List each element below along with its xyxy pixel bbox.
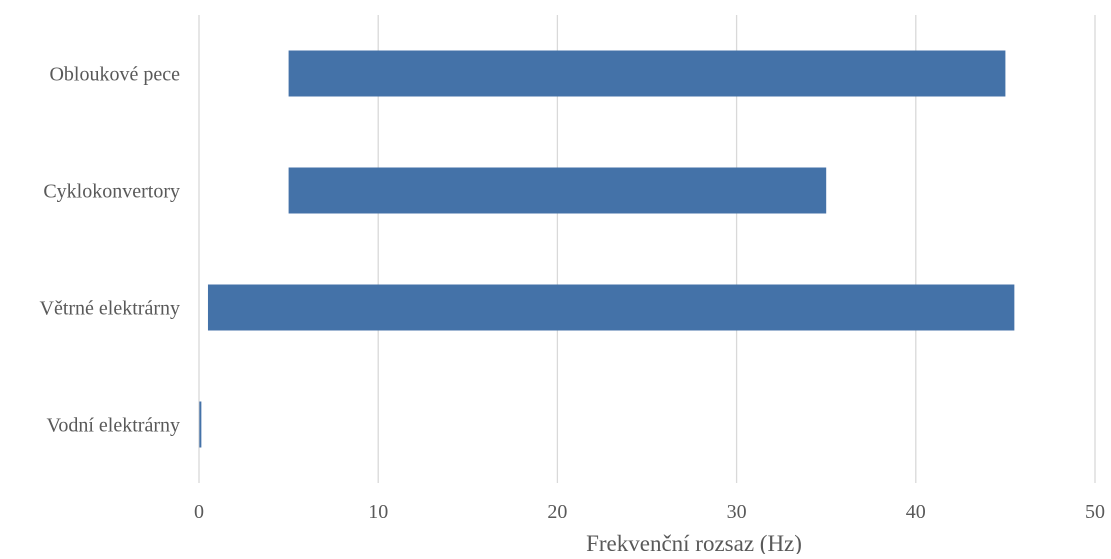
bar xyxy=(199,401,202,448)
x-tick-label: 10 xyxy=(368,501,388,523)
bar xyxy=(288,50,1006,97)
category-label: Větrné elektrárny xyxy=(40,298,180,320)
category-label: Vodní elektrárny xyxy=(47,415,181,437)
category-labels: Obloukové pece Cyklokonvertory Větrné elek… xyxy=(40,64,181,437)
x-tick-label: 0 xyxy=(194,501,204,523)
bars xyxy=(199,50,1015,448)
x-tick-label: 30 xyxy=(727,501,747,523)
x-tick-label: 50 xyxy=(1085,501,1105,523)
bar xyxy=(288,167,827,214)
category-label: Cyklokonvertory xyxy=(43,181,180,203)
category-label: Obloukové pece xyxy=(49,64,180,86)
x-tick-label: 20 xyxy=(547,501,567,523)
x-axis-title: Frekvenční rozsaz (Hz) xyxy=(586,531,802,554)
x-tick-labels: 0 10 20 30 40 50 xyxy=(194,501,1105,523)
x-tick-label: 40 xyxy=(906,501,926,523)
bar xyxy=(207,284,1015,331)
